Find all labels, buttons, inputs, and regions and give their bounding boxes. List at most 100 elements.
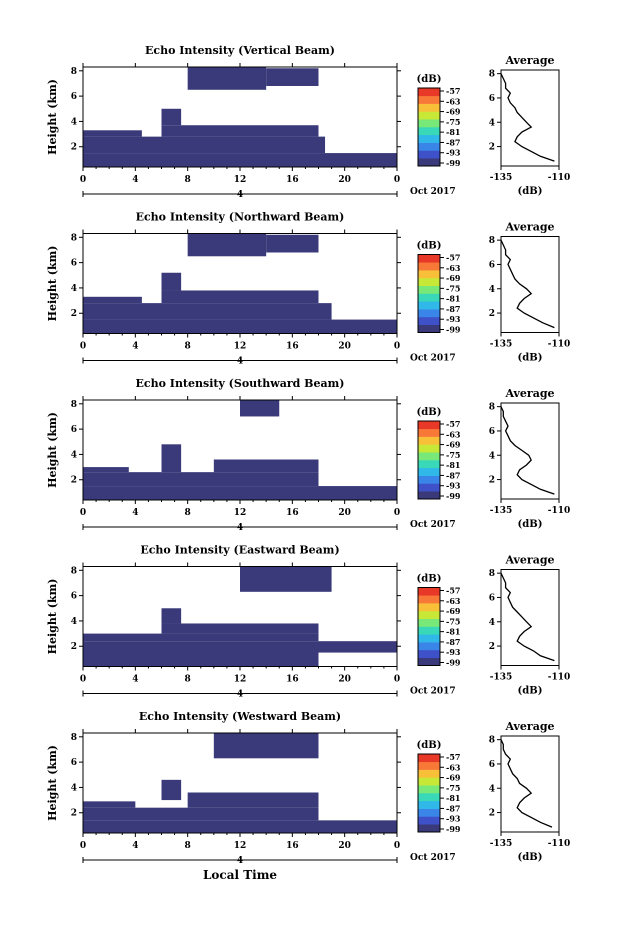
average-y-tick-label: 6	[489, 427, 495, 437]
x-tick-label: 0	[80, 508, 86, 518]
y-tick-label: 6	[71, 758, 77, 768]
x-tick-label: 0	[394, 841, 400, 851]
colorbar-tick-label: -99	[446, 658, 461, 668]
heatmap-ylabel: Height (km)	[46, 79, 59, 155]
colorbar-label: (dB)	[417, 74, 442, 85]
colorbar-tick-label: -93	[446, 814, 461, 824]
colorbar-segment	[418, 657, 440, 666]
colorbar-segment	[418, 618, 440, 627]
colorbar-segment	[418, 603, 440, 612]
average-x-tick-label: -135	[490, 340, 513, 350]
colorbar-segment	[418, 777, 440, 786]
average-title: Average	[504, 720, 554, 733]
colorbar-tick-label: -75	[446, 283, 460, 293]
beam-panel: Echo Intensity (Eastward Beam) 2 4 6 8 Height…	[46, 544, 570, 700]
colorbar-tick-label: -63	[446, 429, 461, 439]
y-tick-label: 4	[71, 284, 77, 294]
colorbar-segment	[418, 626, 440, 635]
echo-cell	[83, 820, 397, 833]
x-tick-label: 12	[234, 841, 247, 851]
colorbar-segment	[418, 254, 440, 263]
average-profile-line	[500, 73, 555, 162]
colorbar-tick-label: -69	[446, 606, 461, 616]
x-tick-label: 20	[338, 675, 351, 685]
echo-cell	[83, 136, 326, 154]
colorbar-tick-label: -87	[446, 637, 460, 647]
colorbar-tick-label: -75	[446, 450, 460, 460]
y-tick-label: 8	[71, 233, 77, 243]
colorbar-tick-label: -69	[446, 440, 461, 450]
y-tick-label: 4	[71, 117, 77, 127]
average-y-tick-label: 8	[489, 569, 495, 579]
x-tick-label: 0	[80, 841, 86, 851]
panels-group: Echo Intensity (Vertical Beam) 2 4 6 8 Height…	[46, 44, 570, 866]
colorbar-tick-label: -93	[446, 314, 461, 324]
colorbar-tick-label: -99	[446, 325, 461, 335]
y-tick-label: 2	[71, 809, 77, 819]
echo-cell	[161, 608, 182, 624]
average-y-tick-label: 4	[489, 784, 495, 794]
average-x-tick-label: -135	[490, 673, 513, 683]
average-y-tick-label: 2	[489, 476, 495, 486]
x-tick-label: 0	[394, 675, 400, 685]
colorbar-segment	[418, 158, 440, 167]
colorbar-tick-label: -63	[446, 96, 461, 106]
colorbar-label: (dB)	[417, 740, 442, 751]
day-marker: 4	[237, 523, 243, 533]
colorbar-segment	[418, 491, 440, 500]
colorbar-tick-label: -57	[446, 86, 460, 96]
y-tick-label: 8	[71, 733, 77, 743]
colorbar-segment	[418, 800, 440, 809]
colorbar-segment	[418, 421, 440, 430]
x-tick-label: 12	[234, 175, 247, 185]
beam-panel: Echo Intensity (Northward Beam) 2 4 6 8 Heigh…	[46, 211, 570, 367]
colorbar-segment	[418, 324, 440, 333]
day-marker: 4	[237, 357, 243, 367]
y-tick-label: 8	[71, 67, 77, 77]
colorbar-tick-label: -87	[446, 803, 460, 813]
colorbar-segment	[418, 452, 440, 461]
heatmap-title: Echo Intensity (Westward Beam)	[139, 710, 341, 723]
day-marker: 4	[237, 856, 243, 866]
colorbar-segment	[418, 475, 440, 484]
echo-cell	[83, 801, 136, 808]
x-tick-label: 20	[338, 508, 351, 518]
x-tick-label: 16	[286, 508, 299, 518]
echo-cell	[83, 303, 332, 320]
beam-panel: Echo Intensity (Vertical Beam) 2 4 6 8 Height…	[46, 44, 570, 200]
colorbar-segment	[418, 428, 440, 437]
colorbar-frame	[417, 254, 441, 333]
colorbar-segment	[418, 634, 440, 643]
colorbar-tick-label: -75	[446, 117, 460, 127]
colorbar-tick-label: -57	[446, 419, 460, 429]
date-note: Oct 2017	[410, 354, 456, 364]
colorbar-frame	[417, 753, 441, 833]
echo-cell	[83, 296, 142, 304]
echo-cell	[161, 108, 182, 126]
heatmap-title: Echo Intensity (Eastward Beam)	[140, 544, 339, 557]
colorbar-tick-label: -99	[446, 158, 461, 168]
x-tick-label: 20	[338, 342, 351, 352]
y-tick-label: 6	[71, 92, 77, 102]
y-tick-label: 2	[71, 143, 77, 153]
average-y-tick-label: 6	[489, 260, 495, 270]
colorbar-frame	[417, 420, 441, 500]
colorbar-segment	[418, 816, 440, 825]
colorbar-tick-label: -75	[446, 616, 460, 626]
echo-cell	[318, 641, 397, 653]
echo-cell	[213, 733, 319, 759]
heatmap-ylabel: Height (km)	[46, 579, 59, 655]
x-tick-label: 8	[185, 175, 191, 185]
average-x-tick-label: -135	[490, 506, 513, 516]
colorbar-segment	[418, 793, 440, 802]
x-tick-label: 8	[185, 675, 191, 685]
colorbar-segment	[418, 309, 440, 318]
average-frame	[500, 569, 560, 666]
average-frame	[500, 236, 560, 333]
colorbar-tick-label: -63	[446, 596, 461, 606]
x-tick-label: 4	[132, 175, 138, 185]
heatmap-ylabel: Height (km)	[46, 246, 59, 322]
y-tick-label: 6	[71, 592, 77, 602]
x-tick-label: 0	[394, 508, 400, 518]
average-profile-line	[500, 406, 555, 495]
